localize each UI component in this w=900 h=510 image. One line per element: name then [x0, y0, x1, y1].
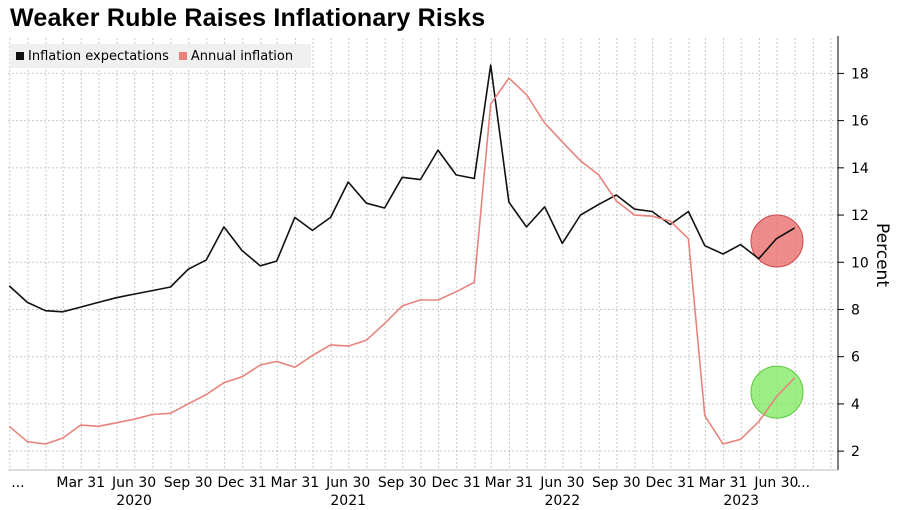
legend: Inflation expectations Annual inflation	[10, 44, 312, 68]
x-tick-label: Jun 30	[753, 475, 798, 491]
x-year-label: 2021	[330, 493, 366, 509]
x-tick-label: Mar 31	[699, 475, 748, 491]
gridlines	[8, 38, 838, 470]
y-tick-label: 16	[851, 114, 869, 130]
y-tick-label: 18	[851, 66, 869, 82]
x-year-label: 2023	[723, 493, 759, 509]
series-line-annual-inflation	[8, 77, 796, 445]
series-lines	[8, 64, 796, 445]
x-tick-label: Jun 30	[111, 475, 156, 491]
x-tick-label: Dec 31	[217, 475, 266, 491]
y-tick-label: 6	[851, 350, 860, 366]
x-year-label: 2022	[544, 493, 580, 509]
legend-label-inflation: Annual inflation	[190, 48, 294, 64]
y-tick-label: 12	[851, 208, 869, 224]
highlight-circle-red	[750, 214, 804, 268]
x-tick-label: Sep 30	[592, 475, 641, 491]
x-tick-label: Mar 31	[270, 475, 319, 491]
legend-item-expectations: Inflation expectations	[16, 49, 169, 64]
highlight-circle-green	[750, 365, 804, 419]
legend-item-inflation: Annual inflation	[178, 48, 294, 64]
x-tick-label: Sep 30	[378, 475, 427, 491]
y-tick-label: 10	[851, 255, 869, 271]
x-tick-label: Jun 30	[325, 475, 370, 491]
x-tick-label: Dec 31	[431, 475, 480, 491]
y-tick-label: 14	[851, 161, 869, 177]
legend-swatch-expectations	[16, 52, 24, 60]
legend-swatch-inflation	[178, 52, 187, 60]
x-tick-label: Sep 30	[164, 475, 213, 491]
x-tick-label: Dec 31	[646, 475, 695, 491]
y-tick-label: 4	[851, 397, 860, 413]
x-year-label: 2020	[116, 493, 152, 509]
highlight-markers	[750, 214, 804, 419]
chart-title: Weaker Ruble Raises Inflationary Risks	[10, 4, 486, 32]
x-tick-label: ...	[797, 475, 810, 491]
axes: 2 4 6 8 10 12 14 16 18 Percent... Mar 31 Jun 30 Sep …	[8, 36, 892, 509]
x-tick-label: Jun 30	[539, 475, 584, 491]
y-tick-label: 2	[851, 444, 860, 460]
legend-label-expectations: Inflation expectations	[28, 48, 169, 64]
x-tick-label: Mar 31	[485, 475, 534, 491]
x-tick-label: ...	[11, 475, 24, 491]
x-tick-label: Mar 31	[56, 475, 105, 491]
y-axis-label: Percent	[872, 223, 892, 287]
y-tick-label: 8	[851, 302, 860, 318]
series-line-inflation-expectations	[8, 64, 796, 313]
